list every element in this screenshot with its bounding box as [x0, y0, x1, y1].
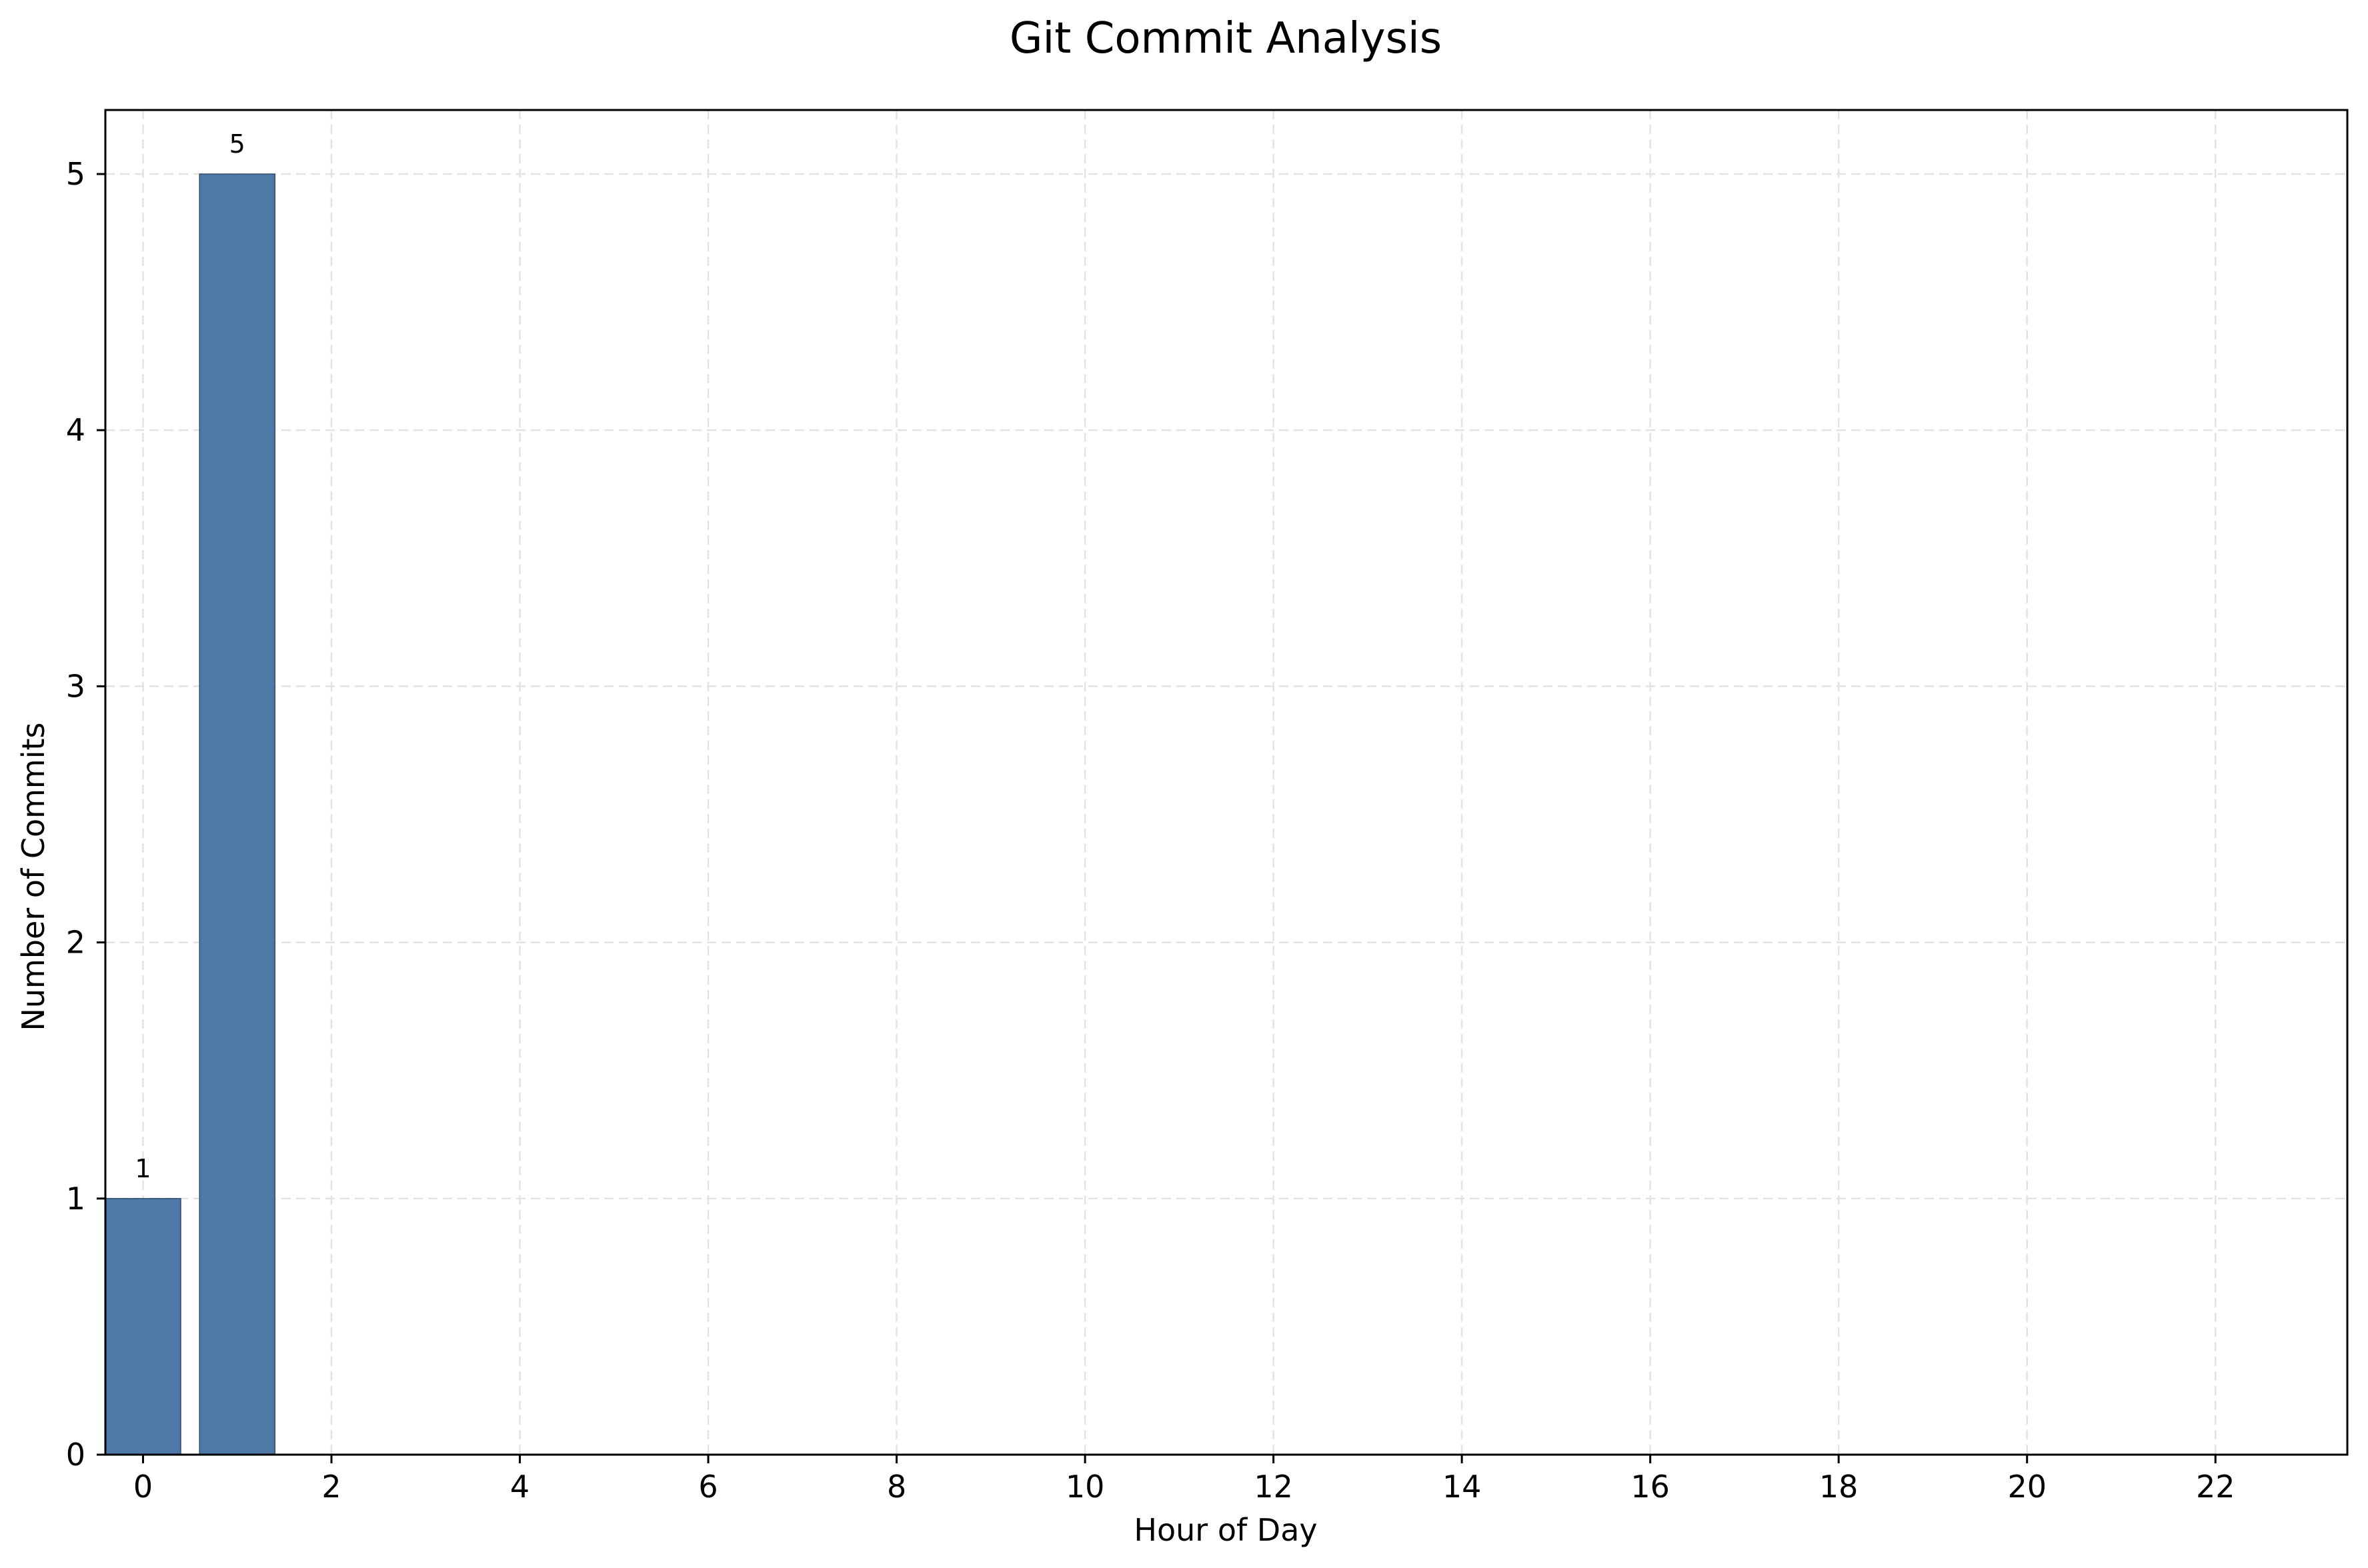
x-tick-label: 20: [2007, 1469, 2047, 1505]
bar: [199, 173, 276, 1455]
x-tick-label: 12: [1254, 1469, 1293, 1505]
bar: [105, 1198, 181, 1455]
x-tick-label: 16: [1630, 1469, 1670, 1505]
x-tick-label: 14: [1442, 1469, 1482, 1505]
x-axis-label: Hour of Day: [1134, 1512, 1317, 1548]
plot-frame: [104, 109, 2349, 1456]
x-tick-label: 0: [133, 1469, 153, 1505]
bar-value-labels: 15: [135, 129, 245, 1183]
y-tick-label: 4: [66, 412, 85, 448]
plot-area: 15: [104, 109, 2349, 1456]
x-tick-label: 6: [698, 1469, 718, 1505]
y-axis-ticks: 0 1 2 3 4 5: [66, 156, 105, 1473]
x-tick-label: 18: [1819, 1469, 1859, 1505]
x-tick-label: 2: [321, 1469, 341, 1505]
y-axis: 0 1 2 3 4 5 Number of Commits: [15, 156, 105, 1473]
bars: [105, 173, 276, 1455]
y-axis-label: Number of Commits: [15, 722, 51, 1031]
x-tick-label: 10: [1066, 1469, 1105, 1505]
x-tick-label: 8: [887, 1469, 906, 1505]
x-tick-label: 4: [510, 1469, 529, 1505]
x-axis-ticks: 0 2 4 6 8 10 12 14 16 18 20 22: [133, 1455, 2235, 1505]
y-tick-label: 1: [66, 1181, 85, 1217]
y-tick-label: 3: [66, 668, 85, 704]
x-axis: 0 2 4 6 8 10 12 14 16 18 20 22 Hour of Day: [133, 1455, 2235, 1548]
x-tick-label: 22: [2196, 1469, 2235, 1505]
bar-value-label: 5: [229, 129, 245, 159]
y-tick-label: 0: [66, 1437, 85, 1473]
y-tick-label: 2: [66, 925, 85, 961]
plot-background: [105, 110, 2347, 1455]
bar-value-label: 1: [135, 1154, 151, 1183]
chart-title: Git Commit Analysis: [1010, 14, 1442, 63]
y-tick-label: 5: [66, 156, 85, 192]
